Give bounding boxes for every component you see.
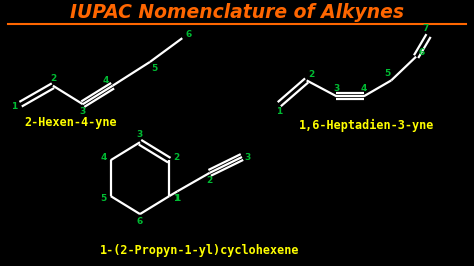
Text: 5: 5 [151,64,157,73]
Text: 1: 1 [174,194,181,203]
Text: 3: 3 [245,152,251,161]
Text: 2-Hexen-4-yne: 2-Hexen-4-yne [24,116,117,129]
Text: 1,6-Heptadien-3-yne: 1,6-Heptadien-3-yne [299,119,434,132]
Text: 2: 2 [309,70,315,78]
Text: 5: 5 [384,69,391,77]
Text: 1: 1 [276,107,283,116]
Text: 3: 3 [80,107,86,116]
Text: 7: 7 [423,24,429,33]
Text: 4: 4 [103,76,109,85]
Text: 2: 2 [207,176,213,185]
Text: 1: 1 [11,102,17,111]
Text: 3: 3 [333,84,340,93]
Text: 2: 2 [173,153,179,162]
Text: 3: 3 [137,130,143,139]
Text: 6: 6 [137,217,143,226]
Text: 6: 6 [185,30,191,39]
Text: 5: 5 [100,194,107,203]
Text: IUPAC Nomenclature of Alkynes: IUPAC Nomenclature of Alkynes [70,3,404,22]
Text: 4: 4 [361,84,367,93]
Text: 2: 2 [50,74,56,83]
Text: 1: 1 [173,194,179,203]
Text: 1-(2-Propyn-1-yl)cyclohexene: 1-(2-Propyn-1-yl)cyclohexene [100,244,300,257]
Text: 6: 6 [419,48,425,57]
Text: 4: 4 [100,153,107,162]
